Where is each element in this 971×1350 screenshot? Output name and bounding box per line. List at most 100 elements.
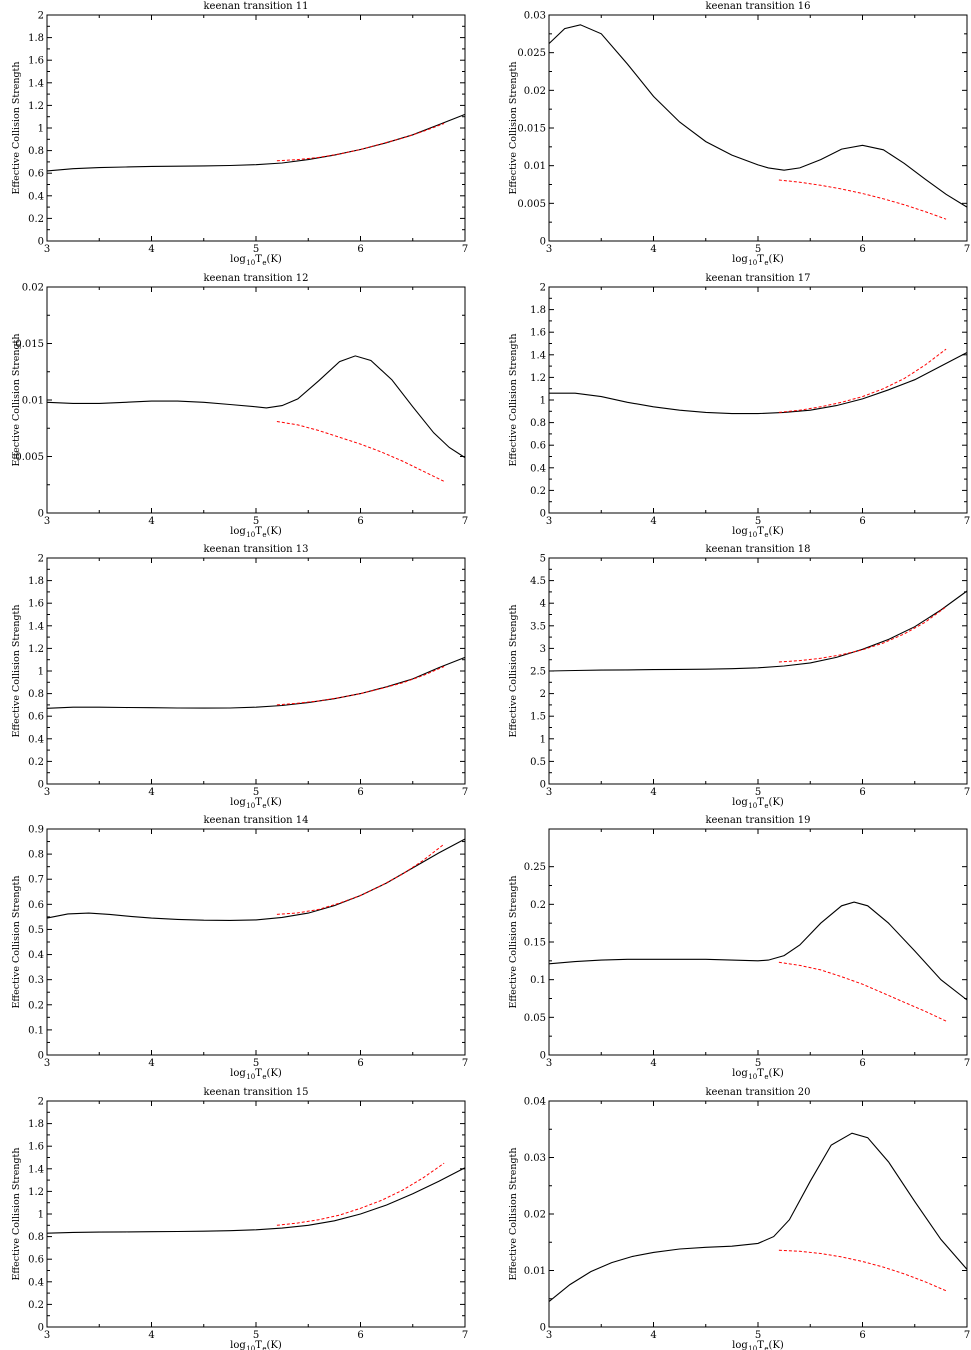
x-tick-label: 7: [964, 1330, 970, 1341]
y-tick-label: 0.2: [530, 900, 546, 911]
x-axis-label: log10Te(K): [230, 1340, 282, 1350]
x-axis-label-base: log: [732, 526, 748, 537]
x-axis-label-unit: (K): [267, 797, 282, 808]
x-tick-label: 5: [253, 1058, 259, 1069]
x-tick-label: 5: [755, 244, 761, 255]
x-tick-label: 4: [148, 1330, 154, 1341]
x-axis-label-esub: e: [262, 1345, 266, 1350]
x-axis-label: log10Te(K): [732, 797, 784, 810]
y-tick-label: 0: [540, 509, 546, 520]
y-tick-label: 0.15: [524, 938, 546, 949]
plot-frame: [46, 557, 466, 785]
x-axis-label-T: T: [757, 797, 764, 808]
y-axis-label: Effective Collision Strength: [508, 876, 519, 1009]
y-tick-label: 0.8: [28, 1232, 44, 1243]
y-tick-label: 1: [38, 1210, 44, 1221]
y-tick-label: 0: [38, 780, 44, 791]
y-tick-label: 0.6: [28, 169, 44, 180]
y-tick-label: 1.8: [28, 576, 44, 587]
series-line-solid: [548, 590, 968, 672]
x-axis-label-T: T: [255, 1068, 262, 1079]
y-tick-label: 0.6: [28, 1255, 44, 1266]
y-tick-label: 0: [540, 1051, 546, 1062]
y-tick-label: 1.2: [28, 644, 44, 655]
series-line-solid: [46, 355, 466, 459]
y-axis-label: Effective Collision Strength: [508, 605, 519, 738]
y-tick-label: 0: [38, 1323, 44, 1334]
y-tick-label: 0.7: [28, 875, 44, 886]
x-tick-label: 7: [462, 1058, 468, 1069]
y-tick-label: 1.2: [530, 373, 546, 384]
y-tick-label: 1.6: [28, 1142, 44, 1153]
x-tick-label: 4: [148, 244, 154, 255]
x-axis-label-esub: e: [764, 259, 768, 267]
y-tick-label: 0.4: [28, 734, 44, 745]
x-tick-label: 7: [462, 244, 468, 255]
y-tick-label: 0.01: [22, 396, 44, 407]
x-tick-label: 3: [44, 787, 50, 798]
y-tick-label: 0.2: [28, 1000, 44, 1011]
x-tick-label: 3: [546, 1330, 552, 1341]
y-tick-label: 3.5: [530, 621, 546, 632]
x-axis-label: log10Te(K): [230, 526, 282, 539]
series-line-dashed: [778, 961, 947, 1022]
y-axis-label: Effective Collision Strength: [508, 334, 519, 467]
x-axis-label-base: log: [230, 526, 246, 537]
y-tick-label: 0.3: [28, 975, 44, 986]
y-tick-label: 1.4: [28, 1164, 44, 1175]
x-axis-label-esub: e: [764, 1345, 768, 1350]
x-tick-label: 7: [964, 244, 970, 255]
y-axis-label: Effective Collision Strength: [508, 62, 519, 195]
x-axis-label-unit: (K): [769, 526, 784, 537]
series-line-dashed: [276, 421, 445, 482]
x-tick-label: 5: [253, 244, 259, 255]
x-tick-label: 3: [546, 1058, 552, 1069]
y-tick-label: 2: [38, 11, 44, 22]
x-tick-label: 4: [650, 787, 656, 798]
y-tick-label: 1: [38, 667, 44, 678]
x-tick-label: 3: [44, 1330, 50, 1341]
chart-title: keenan transition 14: [203, 815, 308, 826]
series-line-solid: [46, 1167, 466, 1234]
y-tick-label: 1: [540, 734, 546, 745]
y-tick-label: 0.2: [28, 757, 44, 768]
x-tick-label: 4: [148, 1058, 154, 1069]
x-axis-label-T: T: [757, 1068, 764, 1079]
y-tick-label: 1.8: [28, 1119, 44, 1130]
y-tick-label: 1.4: [530, 350, 546, 361]
chart-panel-6: keenan transition 18 3 4 5 6 7 0 0.5 1 1.5 2 2.5 3 3.…: [508, 544, 970, 810]
y-tick-label: 0.8: [28, 146, 44, 157]
y-tick-label: 0.03: [524, 1153, 546, 1164]
chart-panel-7: keenan transition 14 3 4 5 6 7 0 0.1 0.2 0.3 0.4 0.…: [11, 815, 468, 1081]
chart-panel-1: keenan transition 11 3 4 5 6 7 0 0.2 0.4 0.6 0.8 1 1…: [11, 1, 468, 267]
x-axis-label-sub: 10: [246, 1345, 255, 1350]
y-axis-label: Effective Collision Strength: [11, 62, 22, 195]
x-tick-label: 5: [755, 1058, 761, 1069]
x-tick-label: 3: [546, 516, 552, 527]
plot-frame: [548, 557, 968, 785]
plot-frame: [46, 1100, 466, 1328]
chart-panel-4: keenan transition 17 3 4 5 6 7 0 0.2 0.4 0.6 0.8 1 1…: [508, 273, 970, 539]
y-tick-label: 0.005: [517, 199, 546, 210]
x-axis-label: log10Te(K): [732, 526, 784, 539]
series-line-solid: [548, 24, 968, 208]
x-axis-label-esub: e: [262, 802, 266, 810]
chart-title: keenan transition 20: [705, 1087, 810, 1098]
series-line-dashed: [276, 1162, 445, 1226]
y-axis-label: Effective Collision Strength: [11, 876, 22, 1009]
y-tick-label: 0.8: [28, 689, 44, 700]
series-line-dashed: [778, 348, 947, 413]
x-axis-label-esub: e: [262, 531, 266, 539]
x-tick-label: 7: [462, 787, 468, 798]
x-axis-label-base: log: [732, 1068, 748, 1079]
x-axis-label-sub: 10: [748, 1345, 757, 1350]
series-line-solid: [549, 352, 968, 415]
y-tick-label: 0.02: [524, 86, 546, 97]
x-tick-label: 6: [859, 516, 865, 527]
y-tick-label: 1.4: [28, 78, 44, 89]
y-tick-label: 2: [540, 689, 546, 700]
y-axis-label: Effective Collision Strength: [11, 334, 22, 467]
y-tick-label: 0.01: [524, 1266, 546, 1277]
y-tick-label: 5: [540, 554, 546, 565]
